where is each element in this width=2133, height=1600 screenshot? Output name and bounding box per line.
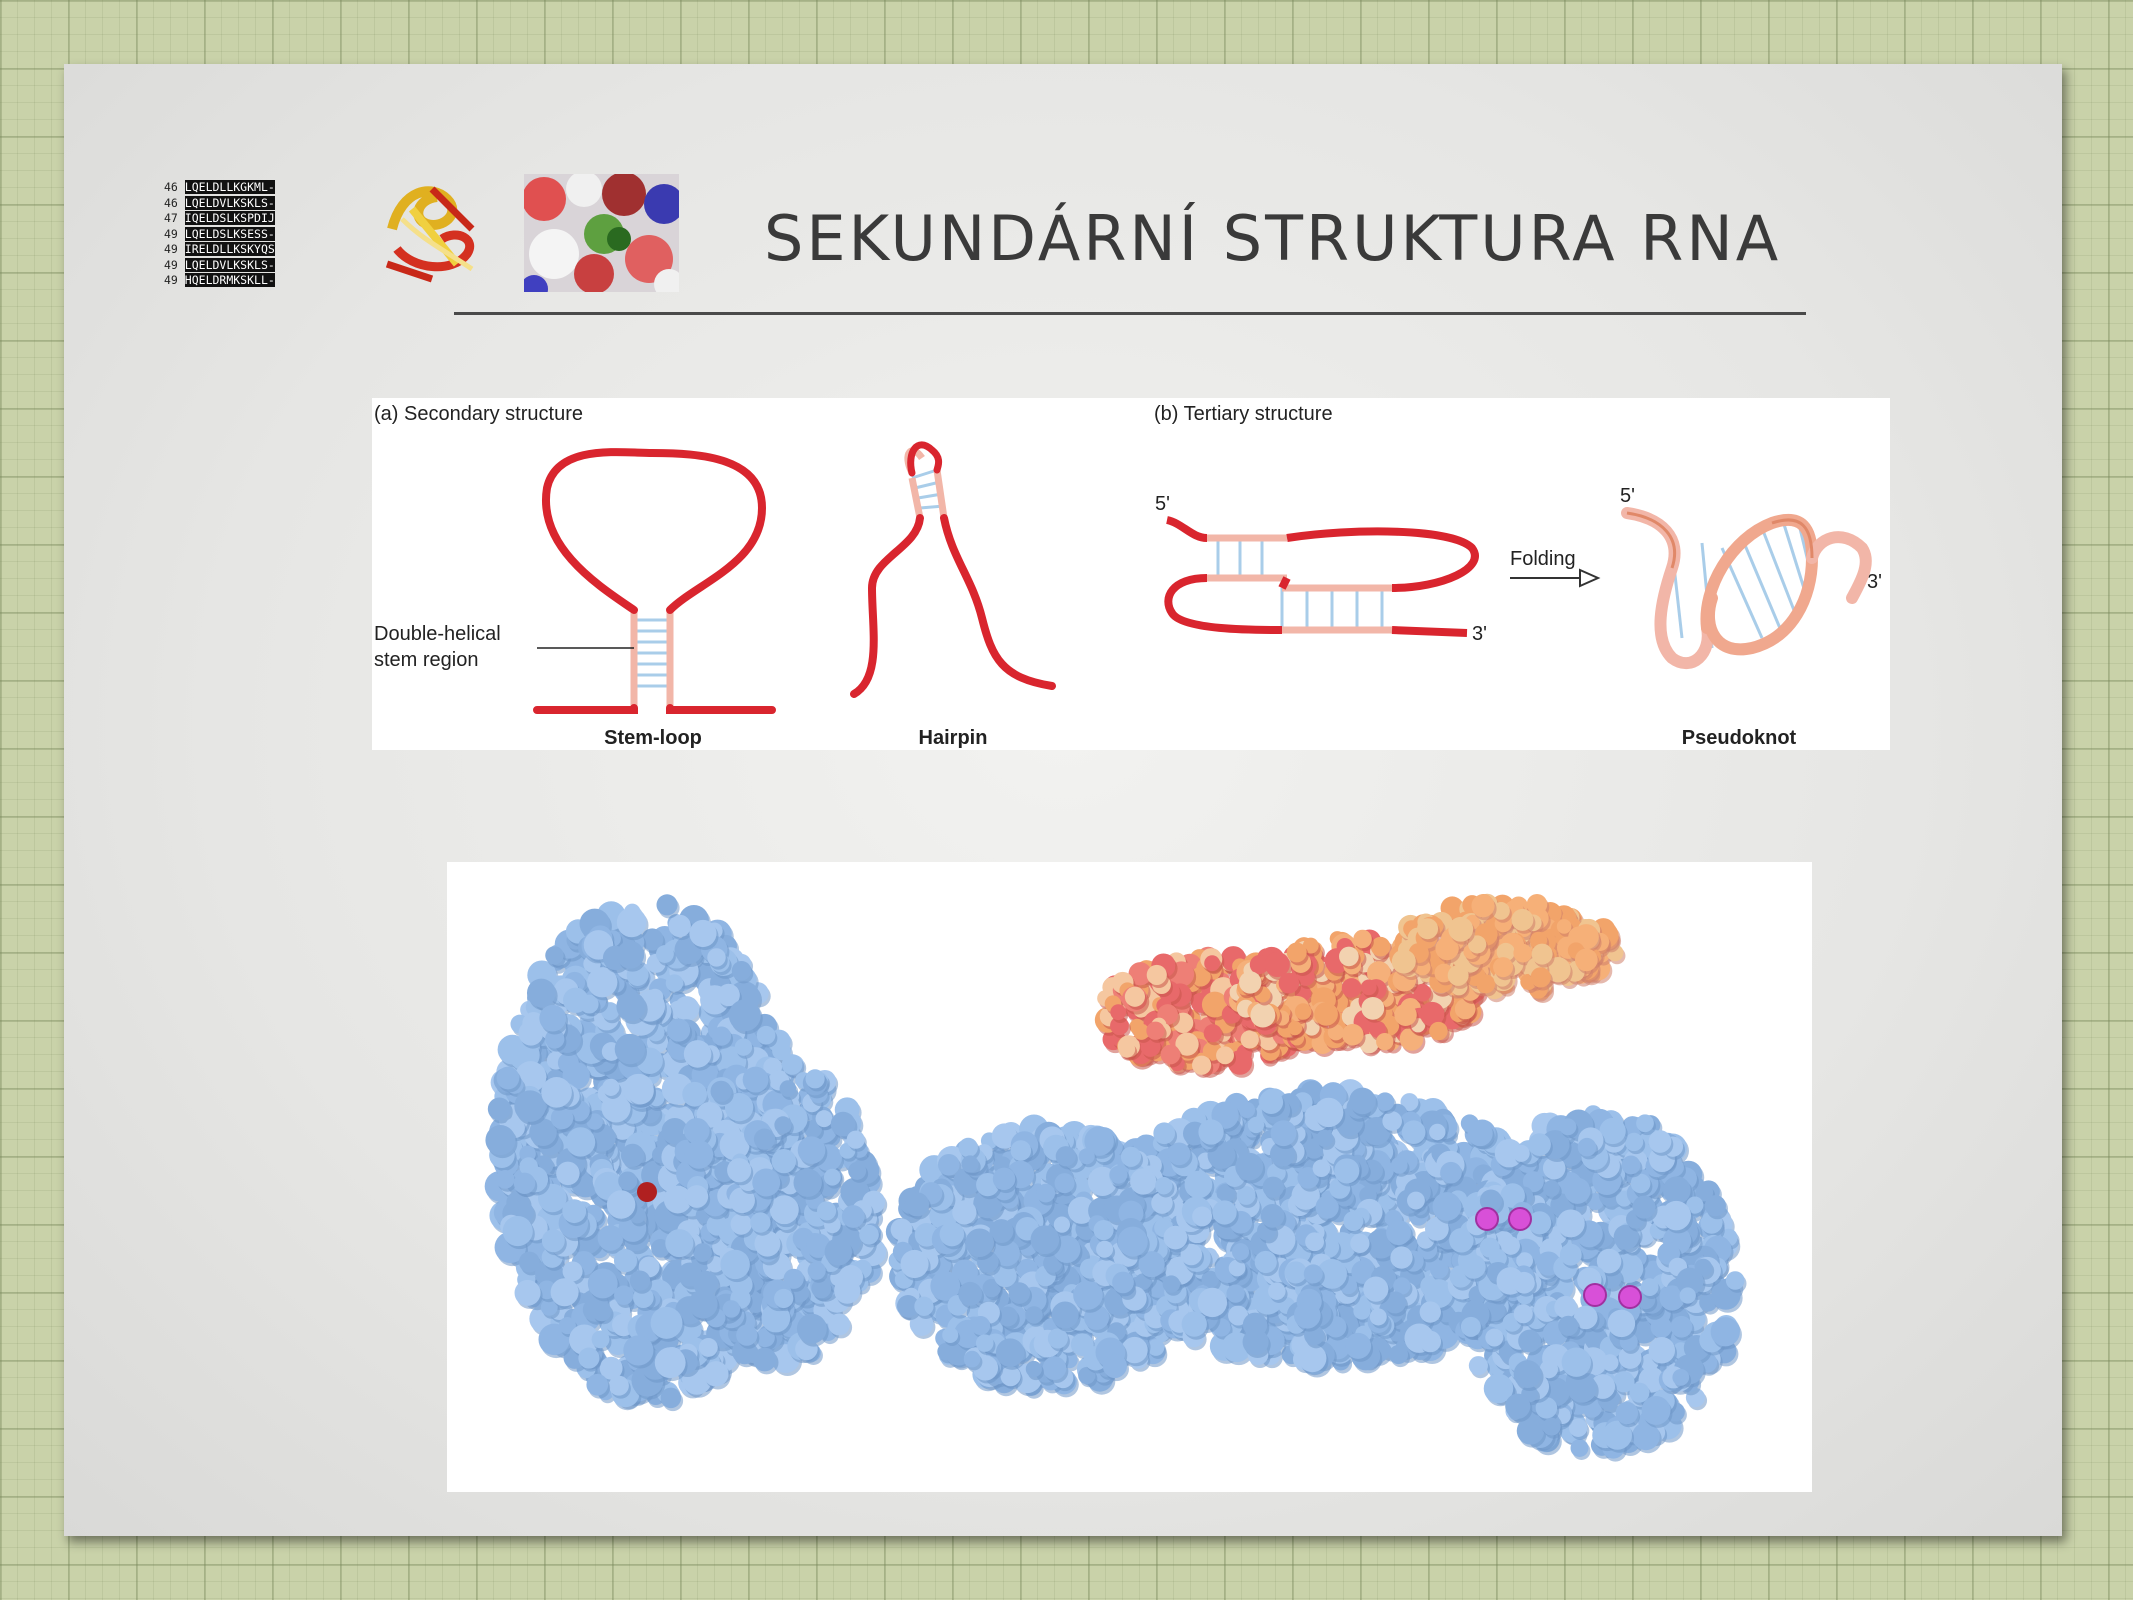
alignment-row: 49 HQELDRMKSKLL- — [164, 273, 275, 287]
alignment-row: 46 LQELDVLKSKLS- — [164, 195, 275, 210]
slide-title: SEKUNDÁRNÍ STRUKTURA RNA — [764, 202, 1782, 275]
stem-annotation-line1: Double-helical — [374, 623, 501, 645]
five-prime-a: 5' — [1155, 493, 1170, 515]
protein-ribbon-logo — [385, 186, 475, 283]
hairpin-label: Hairpin — [919, 727, 988, 749]
slide: 46 LQELDLLKGKML- 46 LQELDVLKSKLS- 47 IQE… — [64, 64, 2062, 1536]
alignment-row: 49 IRELDLLKSKYQS — [164, 242, 275, 256]
molecular-surface-logo — [524, 174, 679, 292]
panel-a-title: (a) Secondary structure — [374, 403, 583, 425]
rna-helix-blob — [1094, 893, 1626, 1078]
alignment-row: 47 IQELDSLKSPDIJ — [164, 211, 275, 225]
pseudoknot-label: Pseudoknot — [1682, 727, 1797, 749]
stem-loop-diagram: Double-helical stem region Stem-loop — [374, 448, 776, 749]
protein-left-blob — [484, 894, 889, 1412]
metal-ion — [1508, 1207, 1532, 1231]
three-prime-b: 3' — [1867, 571, 1882, 593]
metal-ions — [1475, 1207, 1642, 1309]
hairpin-diagram: Hairpin — [850, 441, 1056, 749]
folding-label: Folding — [1510, 548, 1576, 570]
stem-loop-label: Stem-loop — [604, 727, 702, 749]
alignment-row: 46 LQELDLLKGKML- — [164, 180, 275, 194]
metal-ion — [1583, 1283, 1607, 1307]
ribosome-molecular-illustration — [447, 862, 1812, 1492]
stem-annotation-line2: stem region — [374, 649, 479, 671]
five-prime-b: 5' — [1620, 485, 1635, 507]
metal-ion — [1618, 1285, 1642, 1309]
panel-b-title: (b) Tertiary structure — [1154, 403, 1333, 425]
metal-ion — [1475, 1207, 1499, 1231]
folding-arrow: Folding — [1510, 548, 1601, 588]
alignment-row: 49 LQELDSLKSESS- — [164, 226, 275, 241]
sequence-alignment-logo: 46 LQELDLLKGKML- 46 LQELDVLKSKLS- 47 IQE… — [164, 180, 349, 290]
pseudoknot-schematic: 5' 3' — [1155, 493, 1487, 645]
folded-pseudoknot: 5' 3' Pseudoknot — [1620, 485, 1882, 749]
protein-right-blob — [885, 1079, 1747, 1462]
rna-structure-figure: (a) Secondary structure (b) Tertiary str… — [372, 398, 1890, 750]
alignment-row: 49 LQELDVLKSKLS- — [164, 257, 275, 272]
title-underline — [454, 312, 1806, 315]
three-prime-a: 3' — [1472, 623, 1487, 645]
